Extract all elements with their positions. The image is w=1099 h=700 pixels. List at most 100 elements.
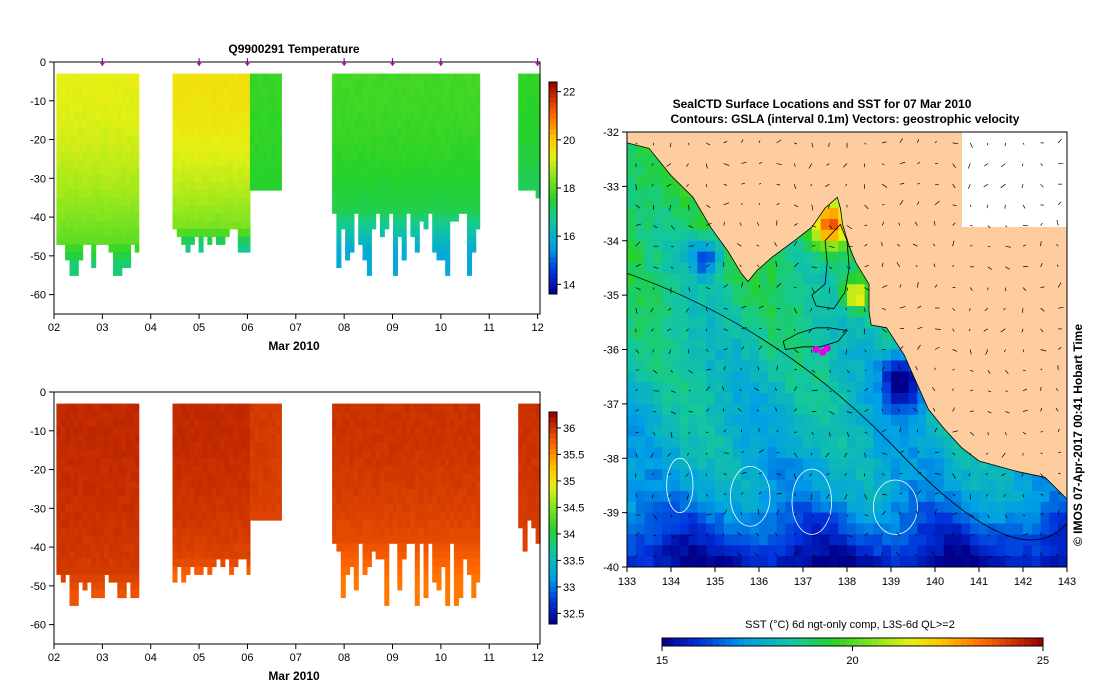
sst-cell (653, 447, 663, 459)
colorbar-swatch (549, 417, 557, 424)
heatmap-cell (56, 182, 62, 191)
heatmap-cell (353, 512, 359, 521)
heatmap-cell (113, 166, 118, 176)
heatmap-cell (445, 213, 451, 222)
heatmap-cell (249, 450, 255, 459)
heatmap-cell (375, 551, 381, 560)
heatmap-cell (445, 450, 451, 459)
sst-cell (688, 403, 698, 416)
heatmap-cell (358, 205, 364, 214)
heatmap-cell (471, 481, 477, 490)
heatmap-cell (86, 189, 92, 199)
heatmap-cell (332, 535, 338, 544)
heatmap-cell (86, 450, 92, 459)
heatmap-cell (104, 496, 110, 506)
sst-cell (741, 414, 751, 427)
heatmap-cell (423, 213, 429, 222)
sst-cell (644, 490, 654, 503)
heatmap-cell (358, 197, 364, 207)
heatmap-cell (366, 488, 372, 498)
heatmap-cell (254, 496, 260, 506)
heatmap-cell (535, 143, 541, 152)
y-tick-label: 0 (40, 387, 46, 399)
sst-cell (820, 469, 830, 481)
heatmap-cell (397, 228, 403, 238)
heatmap-cell (262, 426, 268, 436)
heatmap-cell (531, 73, 537, 82)
sst-cell (688, 284, 698, 296)
heatmap-cell (237, 228, 243, 238)
colorbar-swatch (549, 618, 557, 625)
sst-cell (785, 534, 795, 546)
sst-cell (662, 425, 672, 437)
heatmap-cell (353, 535, 359, 544)
heatmap-cell (86, 512, 92, 521)
heatmap-cell (535, 127, 541, 137)
heatmap-cell (531, 127, 537, 137)
sst-cell (741, 501, 751, 514)
sst-cell (741, 458, 751, 470)
heatmap-cell (202, 519, 208, 529)
heatmap-cell (202, 104, 208, 113)
heatmap-cell (211, 158, 217, 168)
sst-cell (759, 262, 769, 274)
heatmap-cell (189, 189, 195, 199)
heatmap-cell (134, 566, 140, 575)
heatmap-cell (518, 96, 524, 106)
heatmap-cell (254, 120, 260, 129)
sst-cell (697, 338, 707, 350)
heatmap-cell (237, 527, 243, 537)
heatmap-cell (86, 120, 92, 129)
heatmap-cell (78, 442, 84, 451)
heatmap-cell (345, 228, 351, 238)
sst-cell (759, 490, 769, 503)
heatmap-cell (224, 213, 230, 222)
heatmap-cell (410, 535, 416, 544)
heatmap-cell (393, 457, 398, 467)
heatmap-cell (69, 182, 75, 191)
heatmap-cell (280, 411, 282, 420)
heatmap-cell (82, 112, 88, 121)
heatmap-cell (176, 465, 182, 475)
heatmap-cell (258, 504, 264, 513)
heatmap-cell (401, 135, 407, 145)
sst-cell (864, 382, 874, 394)
heatmap-cell (56, 457, 62, 467)
heatmap-cell (189, 120, 195, 129)
sst-cell (644, 403, 654, 416)
heatmap-cell (419, 535, 425, 544)
heatmap-cell (224, 135, 230, 145)
colorbar-swatch (549, 512, 557, 519)
heatmap-cell (185, 174, 191, 183)
heatmap-cell (254, 403, 260, 412)
heatmap-cell (181, 473, 187, 482)
heatmap-cell (271, 496, 277, 506)
sst-cell (679, 382, 690, 394)
heatmap-cell (91, 127, 97, 137)
heatmap-cell (366, 543, 372, 552)
heatmap-cell (397, 551, 403, 560)
heatmap-cell (388, 143, 394, 152)
heatmap-cell (220, 127, 226, 137)
heatmap-cell (220, 558, 226, 568)
heatmap-cell (207, 504, 213, 513)
heatmap-cell (471, 135, 477, 145)
heatmap-cell (254, 174, 260, 183)
heatmap-cell (95, 174, 101, 183)
heatmap-cell (69, 473, 75, 482)
heatmap-cell (194, 182, 200, 191)
heatmap-cell (340, 527, 346, 537)
sst-cell (811, 403, 822, 416)
heatmap-cell (349, 112, 355, 121)
heatmap-cell (471, 442, 477, 451)
heatmap-cell (332, 120, 338, 129)
heatmap-cell (202, 535, 208, 544)
heatmap-cell (229, 465, 235, 475)
sst-cell (785, 425, 795, 437)
sst-cell (671, 403, 681, 416)
heatmap-cell (462, 535, 468, 544)
heatmap-cell (220, 481, 226, 490)
heatmap-cell (384, 597, 390, 606)
sst-cell (741, 338, 751, 350)
x-tick-label: 07 (290, 652, 302, 664)
